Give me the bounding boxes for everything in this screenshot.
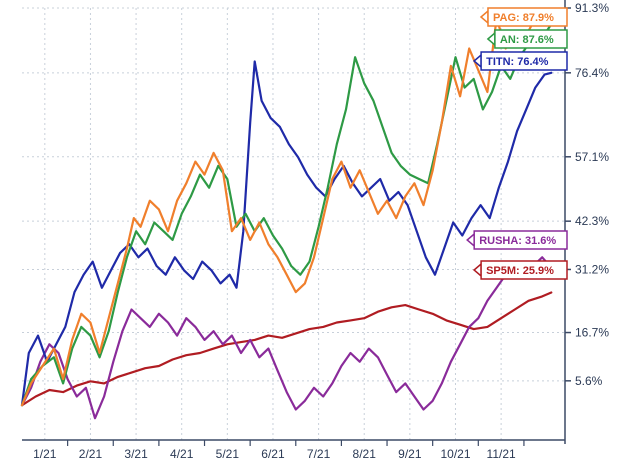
series-line-rusha [20,256,553,420]
tag-pointer-an [486,31,496,47]
x-tick-label: 7/21 [307,447,331,461]
gridlines [22,7,565,440]
x-tick-label: 1/21 [33,447,57,461]
tag-pointer-pag [479,9,489,25]
x-axis-ticks: 1/21 2/21 3/21 4/21 5/21 6/21 7/21 8/21 9/21 10/2… [33,440,525,461]
tag-box-titn [480,51,568,71]
series-line-sp5m [20,291,553,407]
x-tick-label: 9/21 [398,447,422,461]
y-axis-ticks: 5.6% 16.7% 31.2% 42.3% 57.1% 76.4% 91.3% [565,1,609,388]
x-tick-label: 2/21 [79,447,103,461]
y-tick-label: 91.3% [575,1,609,15]
series-label-pag: PAG: 87.9% [493,12,554,24]
tag-box-sp5m [480,260,568,280]
y-tick-label: 16.7% [575,326,609,340]
y-tick-label: 42.3% [575,214,609,228]
y-tick-label: 57.1% [575,150,609,164]
tag-pointer-sp5m [472,262,482,278]
series-label-rusha: RUSHA: 31.6% [479,235,556,247]
x-tick-label: 5/21 [216,447,240,461]
x-tick-label: 11/21 [487,447,516,461]
series-label-an: AN: 87.6% [500,34,554,46]
y-tick-label: 5.6% [575,374,603,388]
series-lines [20,10,553,420]
y-tick-label: 31.2% [575,262,609,276]
series-line-an [20,23,553,407]
y-tick-label: 76.4% [575,66,609,80]
x-tick-label: 8/21 [353,447,377,461]
series-label-sp5m: SP5M: 25.9% [486,265,554,277]
x-tick-label: 3/21 [124,447,148,461]
tag-box-rusha [473,230,568,250]
tag-box-pag [487,7,568,27]
series-label-titn: TITN: 76.4% [486,56,549,68]
x-tick-label: 6/21 [261,447,285,461]
tag-box-an [494,29,568,49]
series-line-titn [20,60,553,407]
tag-pointer-rusha [466,232,475,248]
x-tick-label: 10/21 [440,447,470,461]
series-line-pag [20,10,553,407]
series-end-labels: PAG: 87.9% AN: 87.6% TITN: 76.4% RUSHA: 31.… [466,7,568,280]
x-tick-label: 4/21 [170,447,194,461]
